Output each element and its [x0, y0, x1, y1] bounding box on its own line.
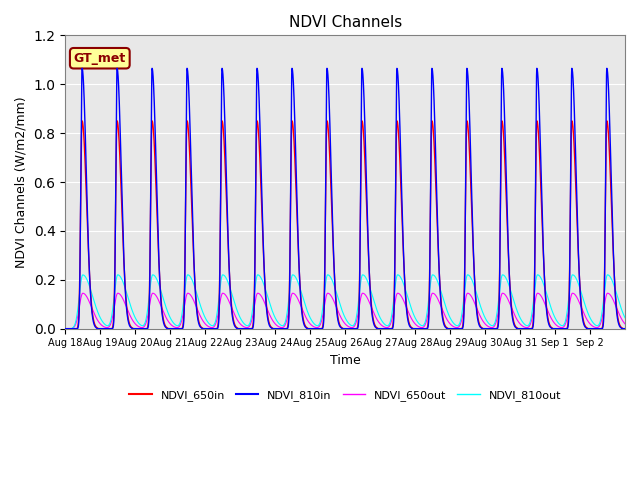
X-axis label: Time: Time [330, 354, 360, 367]
Text: GT_met: GT_met [74, 52, 126, 65]
Legend: NDVI_650in, NDVI_810in, NDVI_650out, NDVI_810out: NDVI_650in, NDVI_810in, NDVI_650out, NDV… [125, 385, 565, 405]
Title: NDVI Channels: NDVI Channels [289, 15, 402, 30]
Y-axis label: NDVI Channels (W/m2/mm): NDVI Channels (W/m2/mm) [15, 96, 28, 268]
